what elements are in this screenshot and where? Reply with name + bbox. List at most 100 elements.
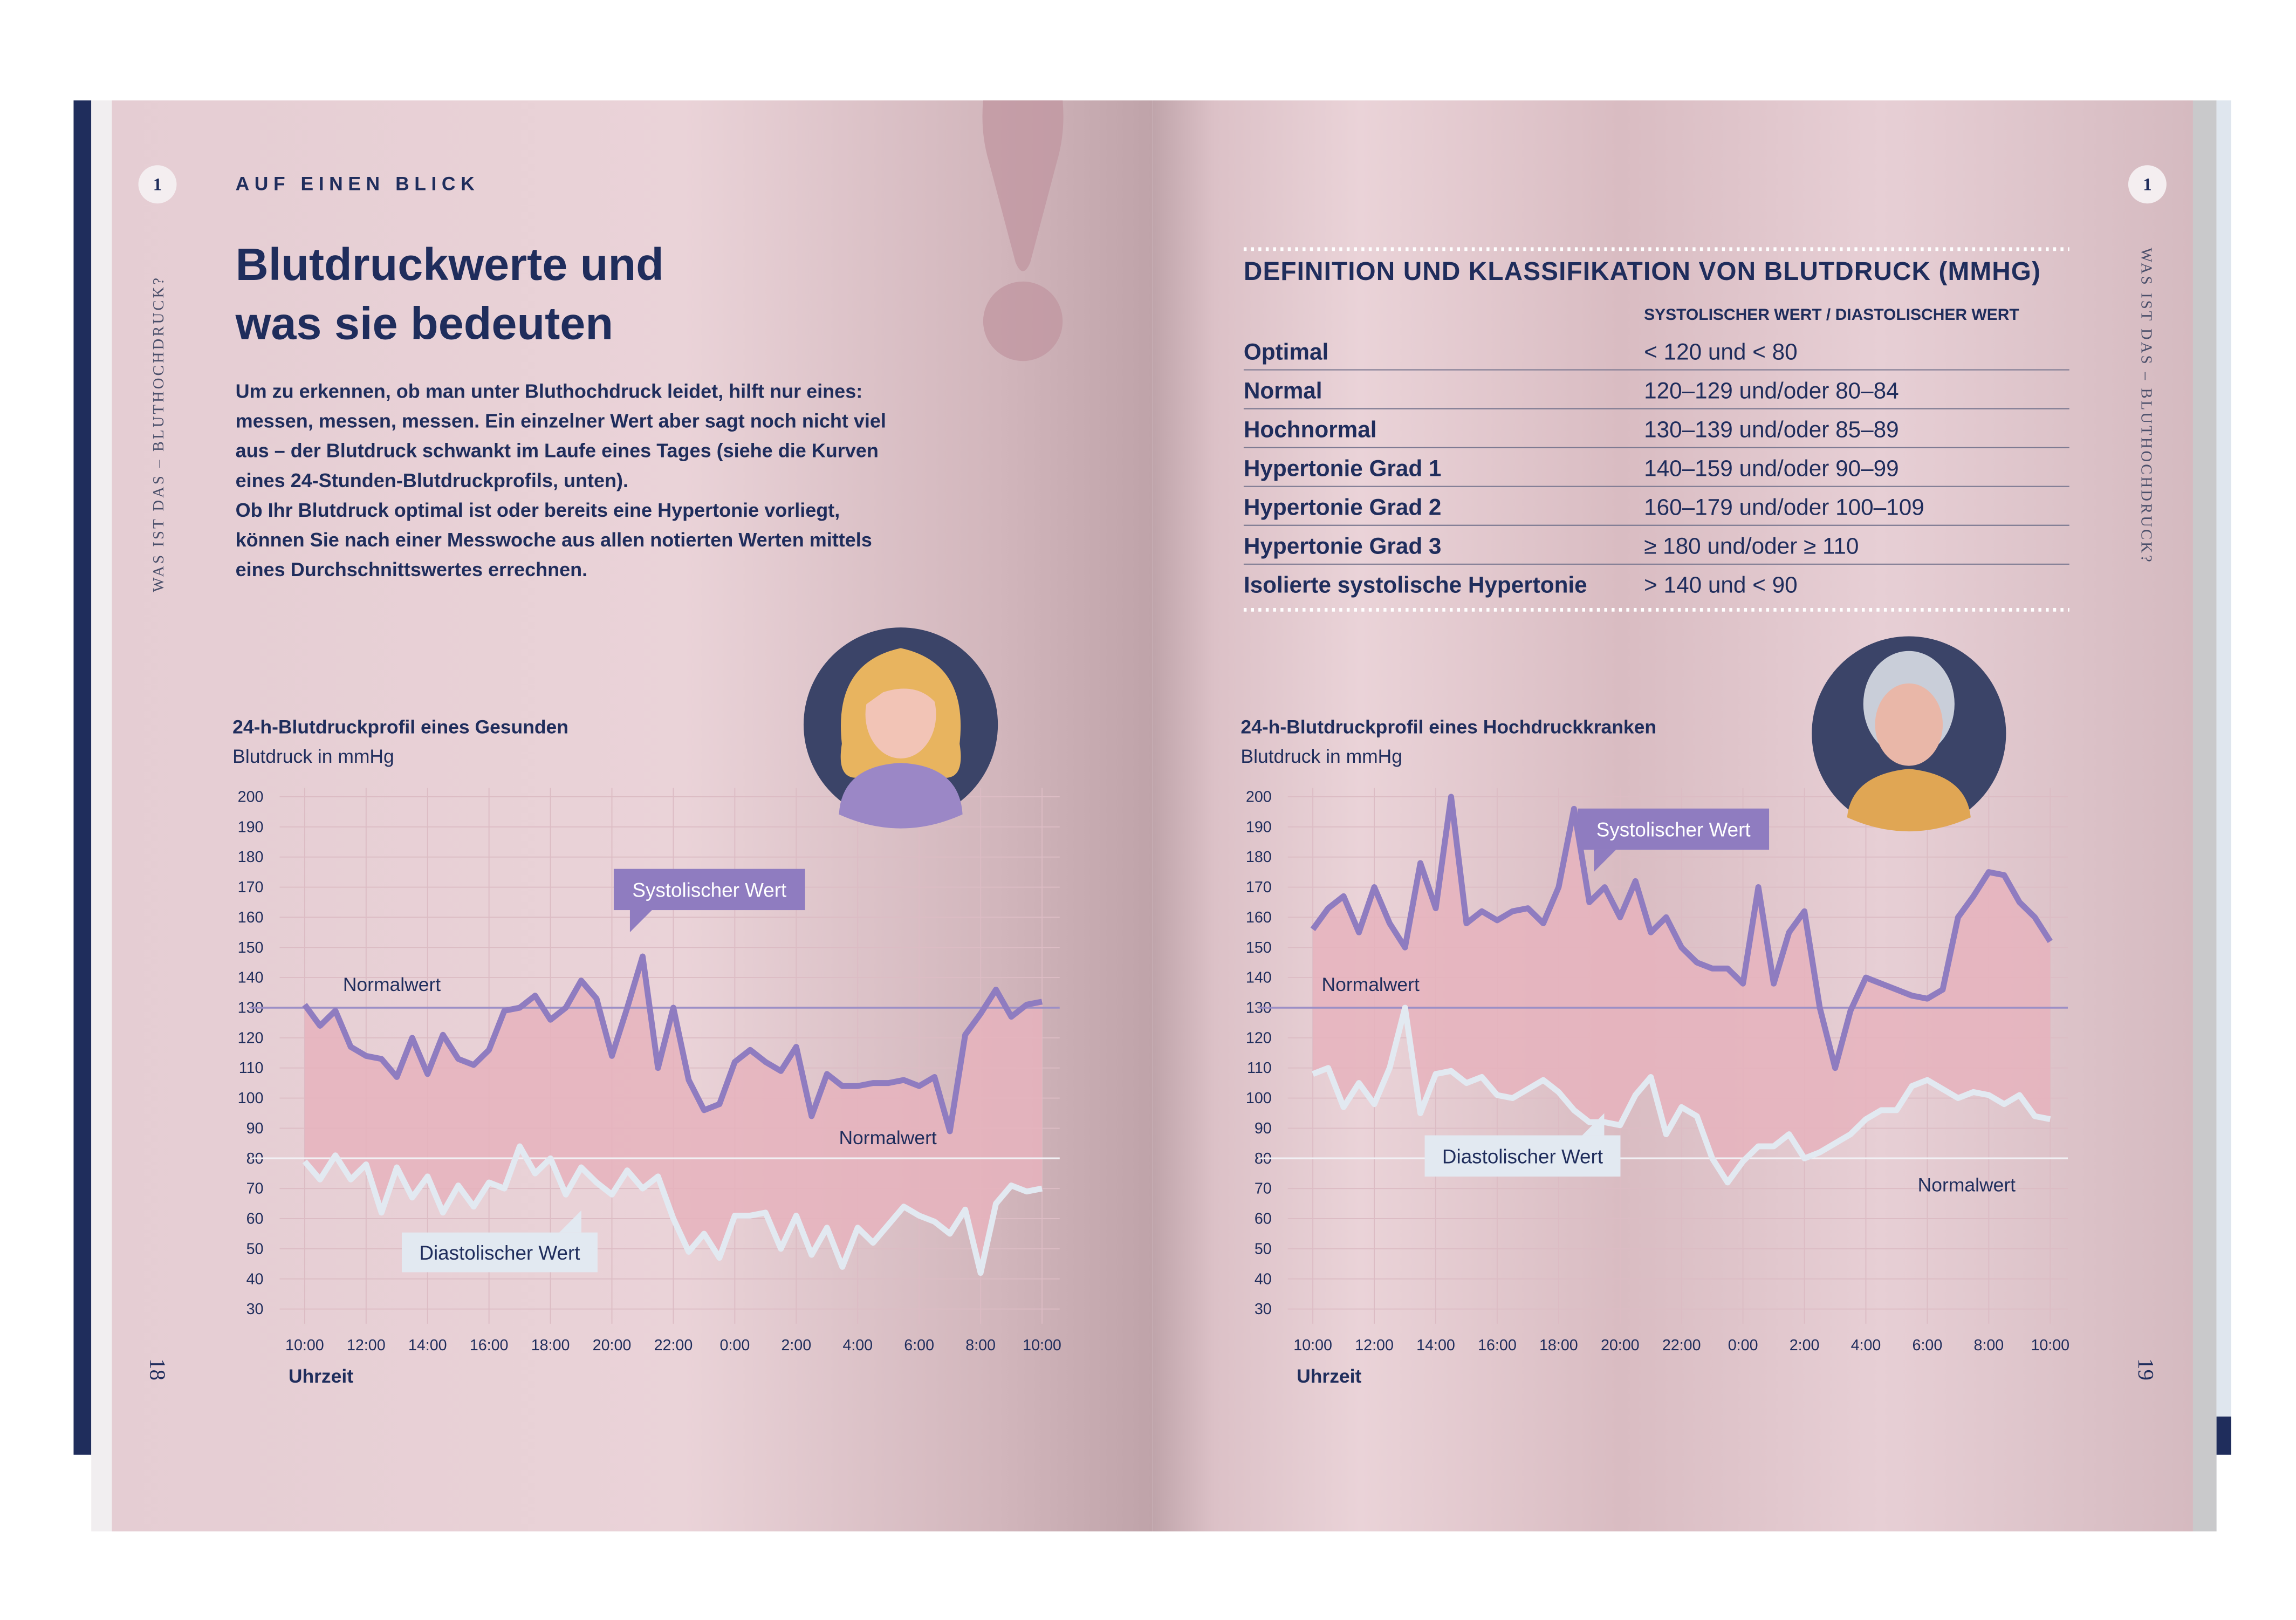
page-edge (2192, 100, 2217, 1532)
y-tick-label: 140 (1246, 969, 1272, 987)
x-tick-label: 2:00 (1790, 1337, 1820, 1354)
x-tick-label: 18:00 (1539, 1337, 1578, 1354)
avatar-young (803, 627, 998, 829)
y-tick-label: 50 (246, 1240, 264, 1257)
table-row-value: 140–159 und/oder 90–99 (1644, 456, 1899, 481)
chart-subtitle: Blutdruck in mmHg (1240, 746, 1402, 767)
reference-label: Normalwert (1918, 1174, 2016, 1195)
callout-box (401, 1232, 598, 1273)
y-tick-label: 40 (1255, 1270, 1272, 1288)
x-tick-label: 16:00 (470, 1337, 509, 1354)
chapter-number: 1 (2143, 175, 2151, 195)
y-tick-label: 40 (246, 1270, 264, 1288)
callout-label: Diastolischer Wert (1442, 1145, 1603, 1167)
chapter-badge (138, 165, 177, 204)
chart-title: 24-h-Blutdruckprofil eines Hochdruckkran… (1240, 716, 1656, 738)
x-tick-label: 4:00 (1851, 1337, 1881, 1354)
exclamation-decor (982, 100, 1064, 361)
x-tick-label: 12:00 (347, 1337, 386, 1354)
y-tick-label: 110 (1247, 1060, 1272, 1077)
y-tick-label: 170 (1246, 879, 1272, 896)
y-tick-label: 180 (238, 849, 264, 866)
chart-title: 24-h-Blutdruckprofil eines Gesunden (232, 716, 568, 738)
y-tick-label: 90 (246, 1120, 264, 1137)
x-tick-label: 20:00 (1601, 1337, 1640, 1354)
x-tick-label: 2:00 (781, 1337, 811, 1354)
x-tick-label: 18:00 (531, 1337, 570, 1354)
y-tick-label: 90 (1255, 1120, 1272, 1137)
chart-subtitle: Blutdruck in mmHg (232, 746, 394, 767)
table-row-value: ≥ 180 und/oder ≥ 110 (1644, 534, 1859, 559)
series-line (1312, 1004, 2051, 1186)
reference-label: Normalwert (343, 974, 441, 995)
y-tick-label: 50 (1255, 1240, 1272, 1257)
body-text: Ob Ihr Blutdruck optimal ist oder bereit… (236, 499, 840, 521)
table-row-label: Isolierte systolische Hypertonie (1244, 572, 1587, 598)
cover-edge (2216, 100, 2231, 1417)
range-area (304, 956, 1043, 1273)
table-row-value: 160–179 und/oder 100–109 (1644, 495, 1924, 520)
chapter-number: 1 (153, 175, 162, 195)
x-tick-label: 10:00 (1023, 1337, 1061, 1354)
y-tick-label: 30 (1255, 1301, 1272, 1318)
body-text: können Sie nach einer Messwoche aus alle… (236, 529, 872, 551)
page-title: Blutdruckwerte und (236, 238, 664, 290)
series-line (302, 1143, 1043, 1276)
callout-tail (1582, 1113, 1605, 1136)
x-tick-label: 22:00 (1662, 1337, 1701, 1354)
x-tick-label: 22:00 (654, 1337, 693, 1354)
body-text: aus – der Blutdruck schwankt im Laufe ei… (236, 440, 879, 462)
y-tick-label: 160 (238, 909, 264, 926)
y-tick-label: 100 (1246, 1090, 1272, 1107)
table-row-value: 130–139 und/oder 85–89 (1644, 417, 1899, 442)
table-row-label: Optimal (1244, 339, 1328, 364)
body-text: eines 24-Stunden-Blutdruckprofils, unten… (236, 469, 628, 491)
x-tick-label: 14:00 (1416, 1337, 1455, 1354)
y-tick-label: 100 (238, 1090, 264, 1107)
y-tick-label: 180 (1246, 849, 1272, 866)
callout-box (613, 869, 805, 911)
y-tick-label: 150 (1246, 939, 1272, 956)
x-tick-label: 0:00 (1728, 1337, 1758, 1354)
series-line (1310, 794, 2053, 1071)
page-title: was sie bedeuten (235, 297, 613, 348)
y-tick-label: 190 (1246, 818, 1272, 836)
y-tick-label: 60 (1255, 1211, 1272, 1228)
reference-label: Normalwert (839, 1127, 936, 1149)
y-tick-label: 120 (1246, 1029, 1272, 1047)
y-tick-label: 110 (239, 1060, 264, 1077)
body-text: Um zu erkennen, ob man unter Bluthochdru… (236, 380, 863, 402)
x-tick-label: 16:00 (1478, 1337, 1517, 1354)
y-tick-label: 30 (246, 1301, 264, 1318)
range-area (1313, 796, 2051, 1182)
y-tick-label: 60 (246, 1211, 264, 1228)
table-row-label: Hypertonie Grad 1 (1244, 456, 1442, 481)
x-tick-label: 6:00 (904, 1337, 934, 1354)
body-text: messen, messen, messen. Ein einzelner We… (236, 410, 886, 432)
table-header: SYSTOLISCHER WERT / DIASTOLISCHER WERT (1644, 306, 2019, 324)
table-row-label: Normal (1244, 378, 1322, 404)
series-line (302, 953, 1043, 1134)
table-title: DEFINITION UND KLASSIFIKATION VON BLUTDR… (1244, 257, 2041, 286)
page-edge (91, 100, 112, 1532)
reference-label: Normalwert (1322, 974, 1420, 995)
y-tick-label: 140 (238, 969, 264, 987)
callout-box (1424, 1135, 1621, 1177)
x-tick-label: 8:00 (1973, 1337, 2004, 1354)
x-tick-label: 14:00 (408, 1337, 447, 1354)
x-tick-label: 4:00 (842, 1337, 873, 1354)
table-row-value: 120–129 und/oder 80–84 (1644, 378, 1899, 404)
x-tick-label: 0:00 (720, 1337, 750, 1354)
table-row-value: < 120 und < 80 (1644, 339, 1798, 364)
cover-edge (73, 100, 92, 1455)
table-row-value: > 140 und < 90 (1644, 572, 1798, 598)
y-tick-label: 70 (1255, 1180, 1272, 1198)
callout-box (1578, 808, 1770, 850)
body-text: eines Durchschnittswertes errechnen. (236, 558, 588, 580)
x-tick-label: 6:00 (1913, 1337, 1943, 1354)
left-page (112, 100, 1153, 1532)
x-tick-label: 10:00 (1293, 1337, 1332, 1354)
